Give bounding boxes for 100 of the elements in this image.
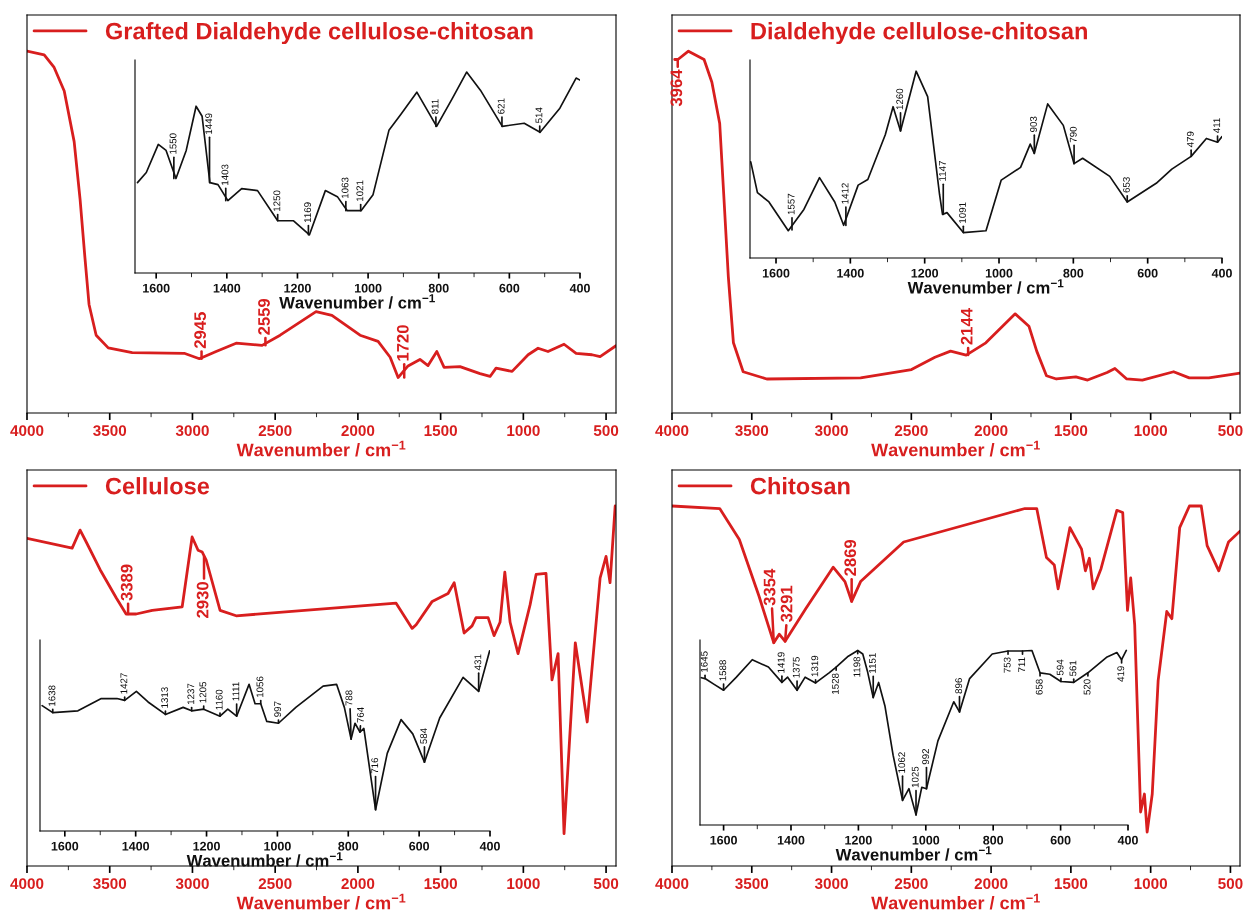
- x-tick-label: 4000: [655, 878, 689, 890]
- annotation: 520: [1083, 679, 1091, 695]
- x-axis-title: Wavenumber / cm$^{−1}$: [279, 294, 435, 309]
- x-tick-label: 800: [983, 835, 1004, 845]
- annotation: 716: [371, 757, 379, 774]
- annotation: 1588: [719, 660, 727, 681]
- annotation: 653: [1122, 177, 1130, 193]
- annotation: 1419: [777, 652, 785, 673]
- annotation: 419: [1117, 666, 1125, 682]
- x-tick-label: 800: [1063, 268, 1084, 278]
- x-tick-label: 3500: [735, 425, 769, 437]
- legend-label: Chitosan: [750, 477, 850, 495]
- annotation: 1528: [831, 673, 839, 694]
- x-tick-label: 1000: [985, 268, 1013, 278]
- annotation: 1198: [853, 656, 861, 677]
- x-tick-label: 400: [479, 841, 500, 851]
- annotation: 1062: [898, 752, 906, 773]
- x-axis-title: Wavenumber / cm$^{−1}$: [186, 852, 343, 867]
- annotation: 594: [1056, 659, 1064, 676]
- annotation: 997: [274, 701, 282, 717]
- x-tick-label: 1400: [837, 268, 864, 278]
- x-tick-label: 600: [409, 841, 430, 851]
- x-tick-label: 400: [1117, 835, 1138, 845]
- x-tick-label: 500: [1218, 878, 1243, 890]
- x-tick-label: 3500: [93, 878, 127, 890]
- annotation: 1237: [187, 683, 195, 705]
- annotation: 621: [497, 98, 505, 114]
- annotation: 1250: [273, 190, 281, 212]
- x-tick-label: 1000: [912, 835, 940, 845]
- annotation: 3964: [670, 69, 683, 107]
- x-tick-label: 1400: [213, 283, 241, 293]
- x-tick-label: 500: [1218, 425, 1243, 437]
- annotation: 1260: [896, 88, 904, 110]
- x-tick-label: 400: [569, 283, 590, 293]
- x-tick-label: 1000: [507, 425, 540, 437]
- annotation: 711: [1018, 657, 1026, 672]
- annotation: 903: [1030, 116, 1037, 132]
- x-axis-title: Wavenumber / cm$^{−1}$: [236, 440, 406, 457]
- annotation: 3354: [763, 568, 776, 606]
- annotation: 1319: [811, 655, 819, 677]
- x-tick-label: 1000: [507, 878, 540, 890]
- x-tick-label: 3000: [175, 878, 209, 890]
- annotation: 1720: [396, 325, 409, 361]
- annotation: 1375: [792, 657, 800, 678]
- annotation: 896: [955, 678, 963, 694]
- x-tick-label: 3000: [814, 878, 848, 890]
- x-tick-label: 600: [1050, 835, 1071, 845]
- x-tick-label: 500: [593, 878, 619, 890]
- annotation: 584: [420, 728, 428, 744]
- x-axis-title: Wavenumber / cm$^{−1}$: [871, 893, 1040, 910]
- annotation: 561: [1069, 660, 1077, 677]
- annotation: 658: [1035, 679, 1043, 695]
- annotation: 2945: [194, 312, 207, 349]
- annotation: 1063: [341, 177, 349, 198]
- x-tick-label: 1500: [1054, 425, 1088, 437]
- x-tick-label: 2000: [341, 425, 375, 437]
- annotation: 431: [474, 654, 482, 671]
- x-axis-title: Wavenumber / cm$^{−1}$: [907, 279, 1064, 294]
- annotation: 2144: [960, 308, 973, 345]
- x-tick-label: 1200: [845, 835, 872, 845]
- x-tick-label: 1600: [710, 835, 737, 845]
- x-tick-label: 1500: [424, 425, 457, 437]
- x-tick-label: 2500: [258, 425, 292, 437]
- x-tick-label: 1600: [51, 841, 79, 851]
- annotation: 411: [1213, 118, 1221, 133]
- x-tick-label: 600: [1137, 268, 1158, 278]
- annotation: 1160: [215, 689, 223, 710]
- annotation: 1056: [256, 676, 264, 698]
- x-axis-title: Wavenumber / cm$^{−1}$: [236, 893, 406, 910]
- x-tick-label: 3500: [735, 878, 769, 890]
- x-tick-label: 2000: [341, 878, 375, 890]
- x-tick-label: 1600: [762, 268, 790, 278]
- x-tick-label: 500: [593, 425, 619, 437]
- annotation: 1205: [199, 681, 207, 703]
- annotation: 764: [357, 707, 364, 723]
- x-tick-label: 3500: [93, 425, 127, 437]
- x-tick-label: 1600: [143, 283, 170, 293]
- x-tick-label: 2500: [894, 878, 928, 890]
- legend-label: Grafted Dialdehyde cellulose-chitosan: [105, 22, 533, 45]
- x-tick-label: 1000: [1134, 425, 1168, 437]
- x-tick-label: 2000: [974, 425, 1008, 437]
- x-tick-label: 400: [1211, 268, 1232, 278]
- x-tick-label: 1000: [264, 841, 291, 851]
- x-tick-label: 4000: [10, 878, 44, 890]
- annotation: 2869: [844, 539, 857, 576]
- annotation: 1021: [356, 180, 364, 201]
- annotation: 1427: [120, 673, 128, 694]
- x-tick-label: 3000: [175, 425, 209, 437]
- x-tick-label: 4000: [655, 425, 689, 437]
- annotation: 811: [431, 99, 439, 114]
- annotation: 1645: [700, 651, 708, 672]
- annotation: 1111: [232, 682, 240, 701]
- annotation: 1091: [959, 202, 966, 223]
- annotation: 2930: [196, 582, 209, 618]
- x-axis-title: Wavenumber / cm$^{−1}$: [871, 440, 1040, 457]
- x-tick-label: 1200: [193, 841, 220, 851]
- annotation: 1151: [869, 653, 876, 673]
- annotation: 1412: [841, 183, 849, 204]
- x-tick-label: 1000: [1134, 878, 1168, 890]
- annotation: 1313: [161, 687, 169, 708]
